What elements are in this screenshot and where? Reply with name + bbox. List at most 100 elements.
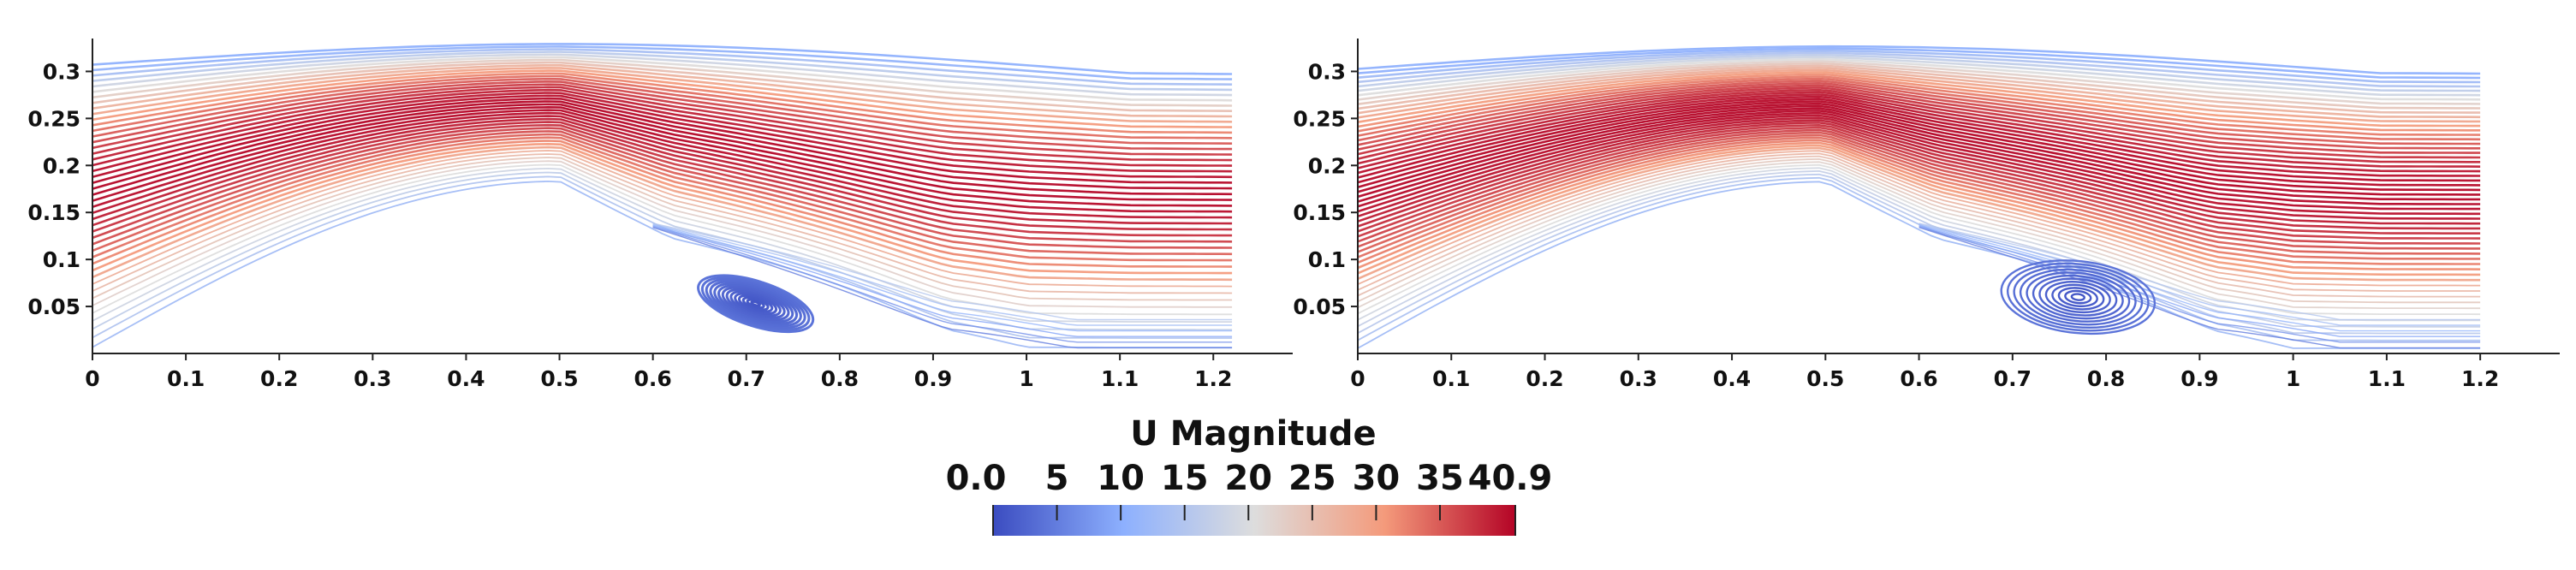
colorbar-tick-label: 15	[1161, 459, 1209, 498]
x-tick-label: 1.2	[1194, 366, 1232, 391]
streamline	[92, 103, 1233, 196]
left-recirculation-eddy	[697, 274, 815, 334]
streamline	[1357, 64, 2481, 114]
y-tick-label: 0.25	[1293, 106, 1346, 131]
x-tick-label: 0.9	[2180, 366, 2218, 391]
streamline	[92, 94, 1233, 179]
streamline	[1357, 84, 2481, 154]
streamline	[1357, 56, 2481, 97]
colorbar-gradient	[993, 505, 1515, 536]
streamline	[1357, 161, 2481, 310]
streamline	[92, 86, 1233, 162]
streamline	[92, 48, 1233, 86]
y-tick-label: 0.1	[1308, 247, 1346, 272]
streamline	[1357, 73, 2481, 132]
streamline	[1357, 146, 2481, 282]
streamline	[1357, 167, 2481, 322]
streamline	[1357, 128, 2481, 245]
x-tick-label: 0	[1350, 366, 1365, 391]
eddy-ring	[2026, 271, 2131, 323]
streamline	[92, 109, 1233, 207]
streamline	[92, 180, 1233, 348]
streamline	[92, 64, 1233, 118]
eddy-ring	[2038, 277, 2118, 317]
colorbar-tick-label: 25	[1288, 459, 1336, 498]
x-tick-label: 1	[2286, 366, 2300, 391]
streamline	[1357, 141, 2481, 270]
eddy-ring	[725, 288, 786, 319]
y-tick-label: 0.2	[43, 153, 80, 178]
streamline	[1357, 95, 2481, 177]
y-tick-label: 0.05	[1293, 294, 1346, 319]
streamline	[92, 171, 1233, 331]
x-tick-label: 0.2	[1526, 366, 1563, 391]
streamline	[1357, 62, 2481, 110]
x-tick-label: 0.9	[914, 366, 952, 391]
streamline	[1357, 122, 2481, 230]
eddy-ring	[734, 292, 778, 316]
streamline	[92, 80, 1233, 151]
streamline	[92, 77, 1233, 145]
x-tick-label: 0.7	[1994, 366, 2032, 391]
colorbar-tick-label: 10	[1097, 459, 1145, 498]
colorbar-tick-label: 20	[1224, 459, 1272, 498]
x-tick-label: 0.6	[634, 366, 671, 391]
x-tick-label: 0.6	[1900, 366, 1937, 391]
streamline	[1357, 102, 2481, 192]
near-wall-streamline	[652, 223, 1233, 321]
streamline	[92, 130, 1233, 249]
streamline	[1357, 66, 2481, 119]
y-tick-label: 0.3	[43, 59, 80, 84]
streamline	[92, 117, 1233, 225]
streamline	[92, 88, 1233, 167]
colorbar-max-label: 40.9	[1468, 459, 1553, 498]
near-wall-streamline	[652, 226, 1233, 343]
x-tick-label: 0.8	[821, 366, 859, 391]
eddy-ring	[2070, 293, 2085, 301]
eddy-ring	[709, 280, 802, 328]
streamline	[92, 160, 1233, 308]
left-x-ticks: 0 0.1 0.2 0.3 0.4 0.5 0.6 0.7 0.8 0.9 1 1.1 1.2	[85, 353, 1232, 391]
streamline	[92, 43, 1233, 75]
y-tick-label: 0.3	[1308, 59, 1346, 84]
eddy-ring	[2044, 281, 2111, 314]
eddy-ring	[741, 296, 770, 312]
streamline	[1357, 111, 2481, 211]
right-streamlines	[1357, 45, 2481, 349]
streamline	[92, 58, 1233, 107]
streamline	[1357, 126, 2481, 240]
streamline	[92, 83, 1233, 156]
x-tick-label: 0.5	[540, 366, 578, 391]
streamline	[1357, 139, 2481, 265]
near-wall-streamline	[1919, 227, 2481, 349]
streamline	[92, 163, 1233, 316]
streamline	[92, 142, 1233, 275]
eddy-ring	[737, 294, 774, 313]
streamline	[1357, 114, 2481, 216]
eddy-ring	[2032, 274, 2124, 320]
eddy-ring	[717, 284, 794, 324]
streamline	[1357, 116, 2481, 220]
y-tick-label: 0.2	[1308, 153, 1346, 178]
left-streamlines	[92, 43, 1233, 349]
streamline	[1357, 80, 2481, 145]
streamline	[92, 74, 1233, 140]
x-tick-label: 0.2	[260, 366, 298, 391]
streamline	[1357, 155, 2481, 298]
streamline	[1357, 93, 2481, 173]
y-tick-label: 0.15	[1293, 200, 1346, 225]
streamline	[1357, 173, 2481, 335]
streamline	[1357, 144, 2481, 276]
x-tick-label: 0.5	[1806, 366, 1844, 391]
colorbar-ticks: 5 10 15 20 25 30 35	[992, 459, 1516, 536]
near-wall-streamline	[1919, 224, 2481, 332]
colorbar-title: U Magnitude	[1130, 414, 1376, 454]
x-tick-label: 1	[1019, 366, 1033, 391]
streamline	[1357, 71, 2481, 128]
streamline	[1357, 136, 2481, 260]
streamline	[1357, 107, 2481, 201]
near-wall-streamline	[1919, 226, 2481, 343]
streamline	[92, 50, 1233, 92]
x-tick-label: 0	[85, 366, 99, 391]
streamline	[92, 53, 1233, 97]
